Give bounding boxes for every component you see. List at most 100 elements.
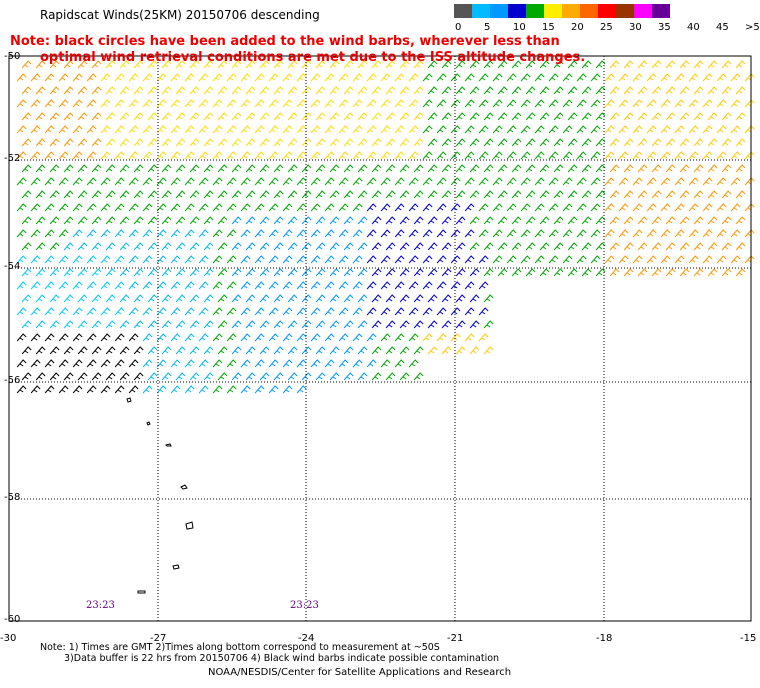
wind-barb [450,177,461,186]
wind-barb [217,190,228,199]
wind-barb [637,164,648,173]
wind-barb [217,138,228,147]
wind-barb [282,255,293,264]
wind-barb [217,86,228,95]
map-frame [8,55,752,622]
wind-barb [469,320,480,329]
wind-barbs-layer [16,60,755,394]
wind-barb [128,333,139,342]
wind-barb [21,294,32,303]
wind-barb [590,125,601,134]
wind-barb [511,164,522,173]
wind-barb [548,177,559,186]
wind-barb [693,190,704,199]
wind-barb [329,320,340,329]
wind-barb [100,99,111,108]
wind-barb [245,60,256,69]
wind-barb [254,125,265,134]
wind-barb [105,138,116,147]
wind-barb [254,73,265,82]
wind-barb [497,60,508,69]
wind-barb [58,255,69,264]
wind-barb [455,164,466,173]
wind-barb [651,112,662,121]
wind-barb [665,138,676,147]
wind-barb [35,372,46,381]
wind-barb [287,242,298,251]
wind-barb [142,229,153,238]
wind-barb [693,268,704,277]
wind-barb [240,385,251,394]
wind-barb [240,229,251,238]
wind-barb [184,229,195,238]
wind-barb [665,216,676,225]
wind-barb [422,203,433,212]
wind-barb [170,359,181,368]
wind-barb [478,99,489,108]
wind-barb [203,346,214,355]
wind-barb [245,112,256,121]
wind-barb [259,86,270,95]
wind-barb [716,73,727,82]
wind-barb [679,190,690,199]
wind-barb [562,255,573,264]
wind-barb [105,372,116,381]
wind-barb [413,112,424,121]
wind-barb [637,268,648,277]
wind-barb [660,125,671,134]
wind-barb [525,242,536,251]
wind-barb [422,99,433,108]
wind-barb [352,73,363,82]
wind-barb [366,307,377,316]
wind-barb [455,242,466,251]
wind-barb [119,242,130,251]
wind-barb [142,177,153,186]
wind-barb [408,151,419,160]
wind-barb [744,73,755,82]
wind-barb [371,164,382,173]
wind-barb [86,385,97,394]
wind-barb [72,255,83,264]
wind-barb [609,86,620,95]
wind-barb [184,359,195,368]
wind-barb [464,203,475,212]
wind-barb [450,203,461,212]
wind-barb [464,177,475,186]
wind-barb [231,242,242,251]
wind-barb [450,255,461,264]
wind-barb [343,86,354,95]
wind-barb [506,151,517,160]
wind-barb [16,99,27,108]
wind-barb [497,268,508,277]
wind-barb [357,164,368,173]
wind-barb [175,216,186,225]
wind-barb [324,229,335,238]
wind-barb [338,203,349,212]
wind-barb [16,125,27,134]
wind-barb [161,60,172,69]
wind-barb [254,307,265,316]
wind-barb [16,359,27,368]
wind-barb [198,177,209,186]
wind-barb [245,346,256,355]
wind-barb [604,177,615,186]
wind-barb [226,99,237,108]
wind-barb [175,320,186,329]
wind-barb [548,125,559,134]
wind-barb [212,73,223,82]
wind-barb [315,242,326,251]
wind-barb [324,307,335,316]
wind-barb [63,112,74,121]
wind-barb [455,190,466,199]
wind-barb [268,99,279,108]
pass-time-label: 23:23 [290,600,319,611]
wind-barb [49,86,60,95]
wind-barb [623,164,634,173]
wind-barb [609,164,620,173]
wind-barb [30,177,41,186]
wind-barb [511,112,522,121]
island-outline [126,397,132,403]
wind-barb [44,203,55,212]
wind-barb [49,346,60,355]
wind-barb [413,268,424,277]
